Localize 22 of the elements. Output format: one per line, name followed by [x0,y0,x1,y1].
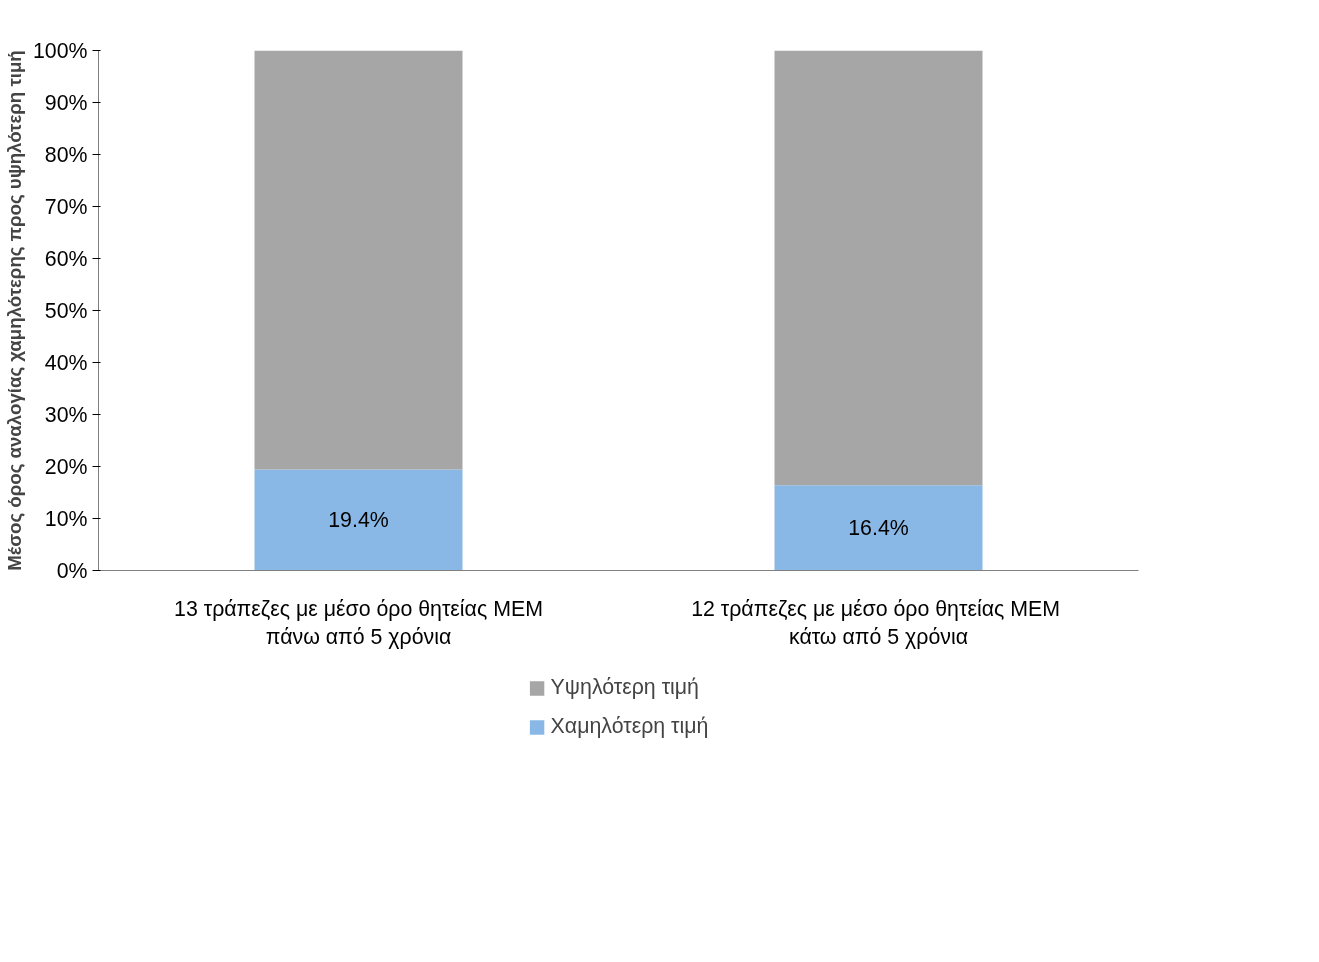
y-tick-label: 50% [44,298,88,323]
y-tick-label: 30% [44,402,88,427]
bar [254,469,463,571]
y-tick-label: 100% [32,38,88,63]
data-label: 16.4% [848,515,909,540]
y-axis-title: Μέσος όρος αναλογίας χαμηλότερης προς υψηλότερη τιμή [3,50,25,571]
x-tick-label: 12 τράπεζες με μέσο όρο θητείας ΜΕΜ κάτω από 5 χρόνια [691,596,1060,650]
legend-label: Χαμηλότερη τιμή [550,714,709,739]
y-tick-label: 0% [56,558,88,583]
y-tick-label: 20% [44,454,88,479]
y-tick-label: 40% [44,350,88,375]
y-tick-label: 70% [44,194,88,219]
y-tick-label: 80% [44,142,88,167]
data-label: 19.4% [328,508,389,533]
x-tick-label: 13 τράπεζες με μέσο όρο θητείας ΜΕΜ πάνω από 5 χρόνια [174,596,543,650]
y-tick-label: 90% [44,90,88,115]
y-tick-label: 10% [44,506,88,531]
y-tick-label: 60% [44,246,88,271]
bar [774,485,983,571]
legend-label: Υψηλότερη τιμή [550,675,699,700]
bar [774,50,983,486]
bar [254,50,463,470]
